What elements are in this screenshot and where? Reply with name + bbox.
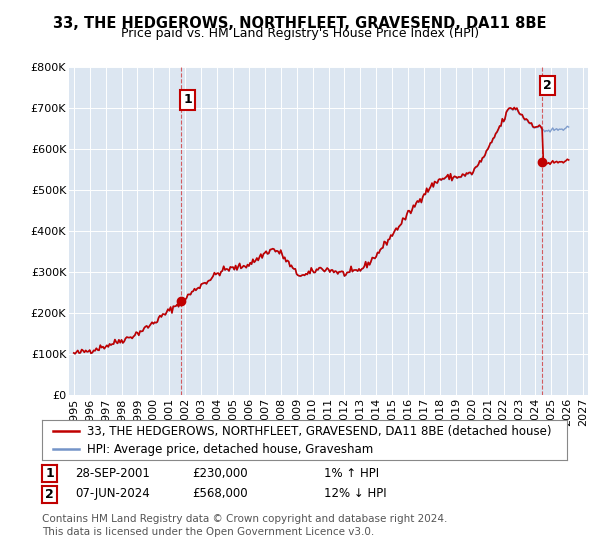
Text: £568,000: £568,000 xyxy=(192,487,248,501)
Text: 33, THE HEDGEROWS, NORTHFLEET, GRAVESEND, DA11 8BE (detached house): 33, THE HEDGEROWS, NORTHFLEET, GRAVESEND… xyxy=(86,425,551,438)
Text: Price paid vs. HM Land Registry's House Price Index (HPI): Price paid vs. HM Land Registry's House … xyxy=(121,27,479,40)
Text: HPI: Average price, detached house, Gravesham: HPI: Average price, detached house, Grav… xyxy=(86,442,373,455)
Text: £230,000: £230,000 xyxy=(192,466,248,480)
Text: 1: 1 xyxy=(45,467,54,480)
Text: 12% ↓ HPI: 12% ↓ HPI xyxy=(324,487,386,501)
Text: 2: 2 xyxy=(543,79,551,92)
Text: 1: 1 xyxy=(183,94,192,106)
Text: 28-SEP-2001: 28-SEP-2001 xyxy=(75,466,150,480)
Text: 07-JUN-2024: 07-JUN-2024 xyxy=(75,487,150,501)
Text: Contains HM Land Registry data © Crown copyright and database right 2024.
This d: Contains HM Land Registry data © Crown c… xyxy=(42,514,448,537)
Text: 1% ↑ HPI: 1% ↑ HPI xyxy=(324,466,379,480)
Text: 33, THE HEDGEROWS, NORTHFLEET, GRAVESEND, DA11 8BE: 33, THE HEDGEROWS, NORTHFLEET, GRAVESEND… xyxy=(53,16,547,31)
Text: 2: 2 xyxy=(45,488,54,501)
